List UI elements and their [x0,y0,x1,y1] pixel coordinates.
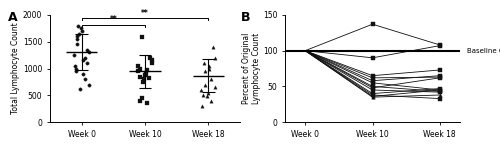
Text: B: B [241,11,251,24]
Point [200,83,208,86]
Point [146,57,154,59]
Point [138,36,146,39]
Point [74,32,82,35]
Point [141,74,149,76]
Point [78,30,86,32]
Point [138,97,146,99]
Point [146,77,154,79]
Point [79,59,87,62]
Text: **: ** [110,15,117,24]
Point [139,81,147,83]
Point [208,46,216,48]
Point [136,75,144,78]
Point [148,59,156,62]
Point [136,67,144,70]
Point [74,43,82,46]
Point [81,78,89,80]
Y-axis label: Total Lymphocyte Count: Total Lymphocyte Count [11,23,20,114]
Point [84,83,92,86]
Point [70,54,78,56]
Point [212,57,220,59]
Y-axis label: Percent of Original
Lymphocyte Count: Percent of Original Lymphocyte Count [242,33,262,104]
Point [73,38,81,40]
Point [142,102,150,105]
Point [204,95,212,98]
Point [76,27,84,30]
Point [74,24,82,27]
Point [200,62,207,64]
Point [142,68,150,71]
Point [140,78,148,80]
Point [202,70,209,72]
Point [204,91,212,94]
Point [85,51,93,54]
Point [79,73,87,75]
Point [82,49,90,51]
Point [198,89,205,91]
Text: **: ** [141,9,149,18]
Point [198,105,206,107]
Text: A: A [8,11,18,24]
Point [72,67,80,70]
Point [134,70,142,72]
Point [198,94,206,97]
Point [71,65,79,67]
Point [73,35,81,38]
Point [134,65,142,67]
Point [205,65,213,67]
Point [142,73,150,75]
Text: Baseline Count: Baseline Count [467,48,500,54]
Point [72,70,80,72]
Point [148,62,156,64]
Point [207,78,215,80]
Point [204,67,212,70]
Point [81,57,89,59]
Point [83,62,91,64]
Point [207,100,215,102]
Point [210,86,218,89]
Point [76,87,84,90]
Point [136,100,143,102]
